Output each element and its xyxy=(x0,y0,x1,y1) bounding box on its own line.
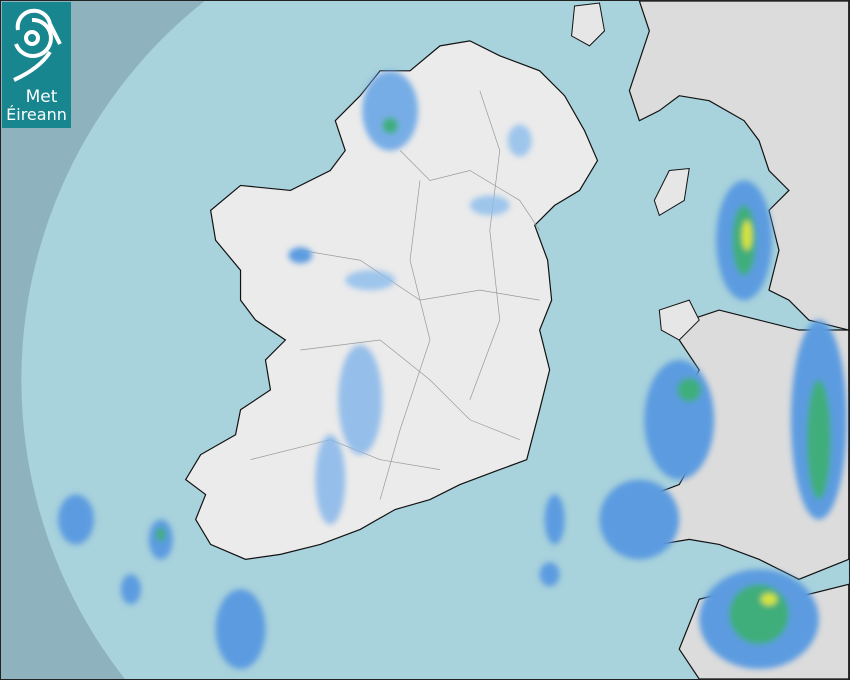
spiral-logo-icon xyxy=(13,8,62,82)
land-isle-of-man xyxy=(653,167,690,217)
land-scotland-england xyxy=(628,1,849,331)
met-eireann-logo: Met Éireann xyxy=(2,2,71,128)
logo-text-met: Met xyxy=(25,87,58,107)
rain-echoes xyxy=(58,70,847,670)
land-anglesey xyxy=(658,299,700,341)
land-islay xyxy=(571,2,606,47)
logo-text-eireann: Éireann xyxy=(6,105,67,124)
